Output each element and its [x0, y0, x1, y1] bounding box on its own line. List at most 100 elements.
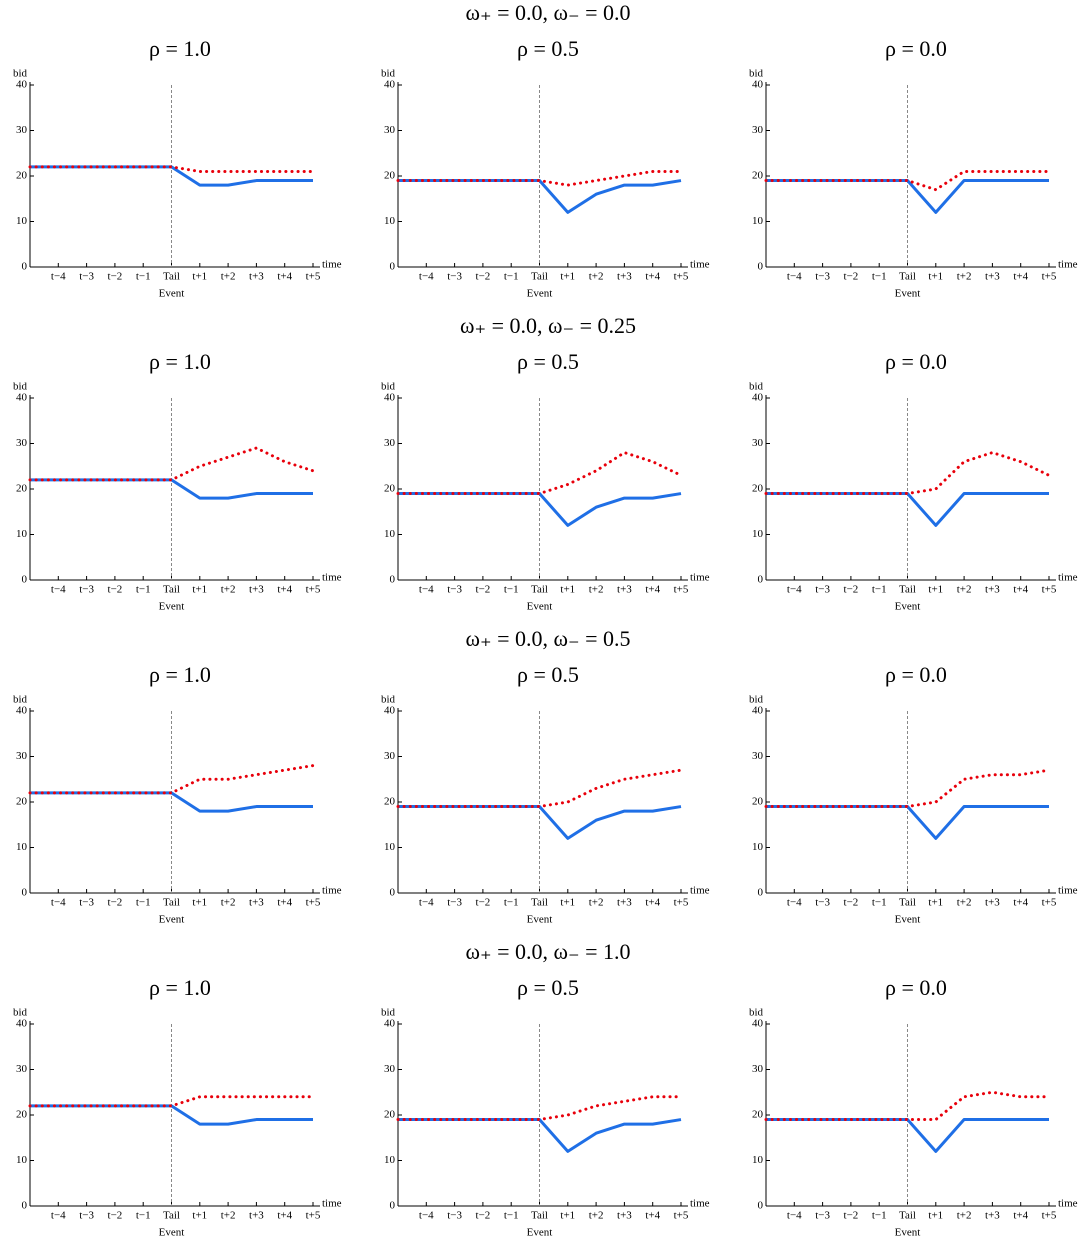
- series-line: [396, 1095, 683, 1122]
- x-tick-label: t−1: [504, 1210, 519, 1222]
- x-tick-label: t+2: [957, 1210, 972, 1222]
- x-tick-label: t−3: [79, 1210, 94, 1222]
- x-tick-label: t+4: [1013, 1210, 1028, 1222]
- y-tick-label: 0: [22, 887, 28, 899]
- x-tick-label: t+4: [277, 271, 292, 283]
- x-axis-label: time: [322, 572, 342, 584]
- x-tick-label: t+5: [306, 1210, 321, 1222]
- x-tick-label: t−3: [815, 1210, 830, 1222]
- x-tick-label: t−3: [815, 584, 830, 596]
- x-tick-label: t+1: [928, 271, 943, 283]
- x-tick-label: t−3: [447, 271, 462, 283]
- x-axis-label: time: [1058, 885, 1078, 897]
- x-tick-label: t+5: [1042, 271, 1057, 283]
- x-tick-label: Tail: [899, 584, 916, 596]
- x-tick-label: t+3: [617, 897, 632, 909]
- x-axis-label: time: [322, 885, 342, 897]
- y-tick-label: 40: [384, 392, 396, 404]
- event-label: Event: [159, 601, 185, 613]
- x-tick-label: t−4: [419, 271, 434, 283]
- event-label: Event: [895, 1227, 921, 1239]
- x-tick-label: t+2: [221, 271, 236, 283]
- x-tick-label: t+3: [985, 897, 1000, 909]
- x-tick-label: t+3: [249, 584, 264, 596]
- chart-title: ρ = 0.5: [517, 975, 579, 1000]
- x-tick-label: t+1: [560, 897, 575, 909]
- y-tick-label: 40: [752, 79, 764, 91]
- y-tick-label: 0: [758, 261, 764, 273]
- y-tick-label: 20: [16, 1109, 28, 1121]
- y-tick-label: 0: [390, 1200, 396, 1212]
- y-tick-label: 20: [752, 1109, 764, 1121]
- x-tick-label: t+5: [674, 584, 689, 596]
- x-tick-label: t−3: [447, 1210, 462, 1222]
- chart-title: ρ = 0.0: [885, 975, 947, 1000]
- x-tick-label: t−3: [815, 271, 830, 283]
- event-label: Event: [159, 288, 185, 300]
- x-tick-label: t−3: [447, 897, 462, 909]
- x-tick-label: t−2: [108, 271, 123, 283]
- x-tick-label: t+1: [928, 584, 943, 596]
- y-axis-label: bid: [749, 1007, 764, 1019]
- x-tick-label: t+3: [617, 1210, 632, 1222]
- y-axis-label: bid: [749, 68, 764, 80]
- x-tick-label: t−3: [447, 584, 462, 596]
- y-tick-label: 40: [16, 392, 28, 404]
- event-label: Event: [159, 914, 185, 926]
- x-tick-label: t+3: [249, 271, 264, 283]
- y-tick-label: 10: [384, 215, 396, 227]
- x-axis-label: time: [1058, 259, 1078, 271]
- x-tick-label: t+1: [192, 584, 207, 596]
- row-title: ω₊ = 0.0, ω₋ = 0.5: [466, 626, 631, 651]
- x-tick-label: t−1: [872, 271, 887, 283]
- x-tick-label: t+2: [221, 1210, 236, 1222]
- series-line: [764, 1090, 1051, 1122]
- x-axis-label: time: [690, 259, 710, 271]
- x-tick-label: Tail: [531, 897, 548, 909]
- x-tick-label: t−2: [476, 897, 491, 909]
- y-tick-label: 20: [384, 483, 396, 495]
- x-tick-label: t+2: [957, 584, 972, 596]
- y-tick-label: 10: [752, 841, 764, 853]
- series-line: [764, 169, 1051, 192]
- y-tick-label: 0: [22, 261, 28, 273]
- x-tick-label: t+4: [1013, 271, 1028, 283]
- event-label: Event: [527, 288, 553, 300]
- x-tick-label: t+2: [957, 271, 972, 283]
- x-tick-label: t+4: [1013, 584, 1028, 596]
- x-tick-label: t−4: [787, 271, 802, 283]
- x-tick-label: t+5: [306, 897, 321, 909]
- y-tick-label: 30: [752, 750, 764, 762]
- y-tick-label: 10: [384, 841, 396, 853]
- x-tick-label: t−1: [872, 584, 887, 596]
- x-tick-label: Tail: [531, 271, 548, 283]
- x-tick-label: t−4: [51, 584, 66, 596]
- x-tick-label: t−1: [504, 584, 519, 596]
- x-tick-label: Tail: [899, 271, 916, 283]
- x-tick-label: Tail: [163, 271, 180, 283]
- y-tick-label: 0: [22, 1200, 28, 1212]
- y-tick-label: 40: [384, 705, 396, 717]
- y-tick-label: 20: [752, 483, 764, 495]
- chart-title: ρ = 0.0: [885, 36, 947, 61]
- x-tick-label: t−1: [872, 897, 887, 909]
- y-tick-label: 10: [752, 215, 764, 227]
- y-tick-label: 20: [384, 170, 396, 182]
- y-tick-label: 0: [758, 1200, 764, 1212]
- x-tick-label: t+2: [589, 271, 604, 283]
- y-tick-label: 30: [384, 437, 396, 449]
- y-tick-label: 0: [758, 574, 764, 586]
- x-tick-label: t−3: [79, 897, 94, 909]
- x-tick-label: t−1: [136, 897, 151, 909]
- y-tick-label: 0: [390, 261, 396, 273]
- y-tick-label: 30: [16, 750, 28, 762]
- y-tick-label: 40: [16, 79, 28, 91]
- x-tick-label: t+4: [645, 271, 660, 283]
- y-tick-label: 30: [384, 1063, 396, 1075]
- y-axis-label: bid: [13, 381, 28, 393]
- x-tick-label: t+3: [617, 271, 632, 283]
- x-tick-label: t−1: [136, 271, 151, 283]
- x-tick-label: t−2: [108, 584, 123, 596]
- chart-title: ρ = 0.0: [885, 662, 947, 687]
